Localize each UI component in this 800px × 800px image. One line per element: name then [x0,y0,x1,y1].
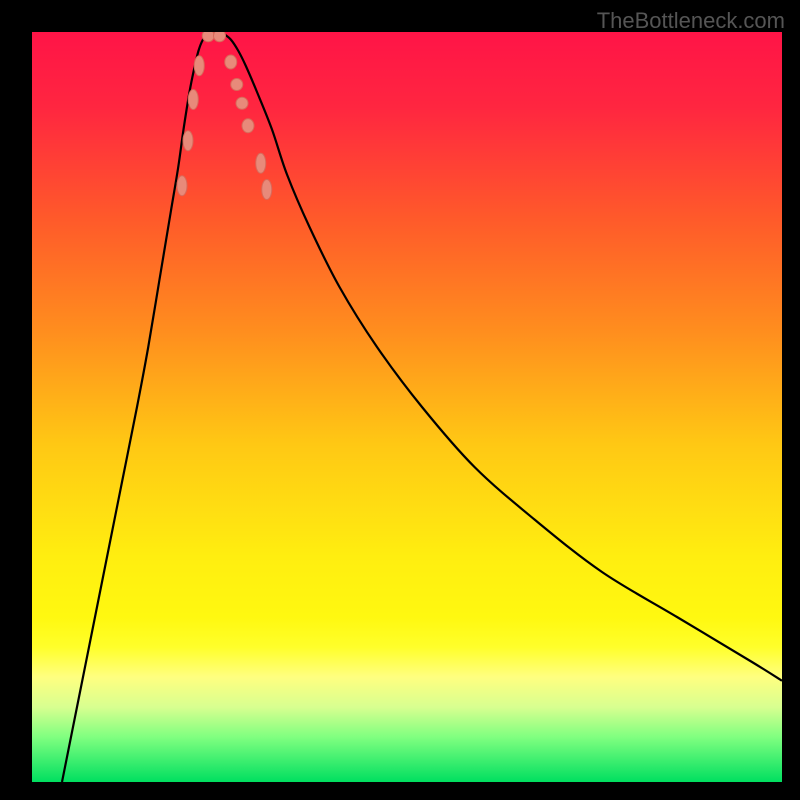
data-marker [231,79,243,91]
data-marker [214,32,226,42]
watermark-text: TheBottleneck.com [597,8,785,34]
plot-area [32,32,782,782]
data-marker [262,180,272,200]
data-marker [177,176,187,196]
chart-svg [32,32,782,782]
data-marker [225,55,237,69]
data-marker [194,56,204,76]
data-marker [202,32,214,42]
data-marker [188,90,198,110]
data-marker [242,119,254,133]
data-marker [236,97,248,109]
data-marker [256,153,266,173]
bottleneck-chart: TheBottleneck.com [0,0,800,800]
gradient-background [32,32,782,782]
data-marker [183,131,193,151]
